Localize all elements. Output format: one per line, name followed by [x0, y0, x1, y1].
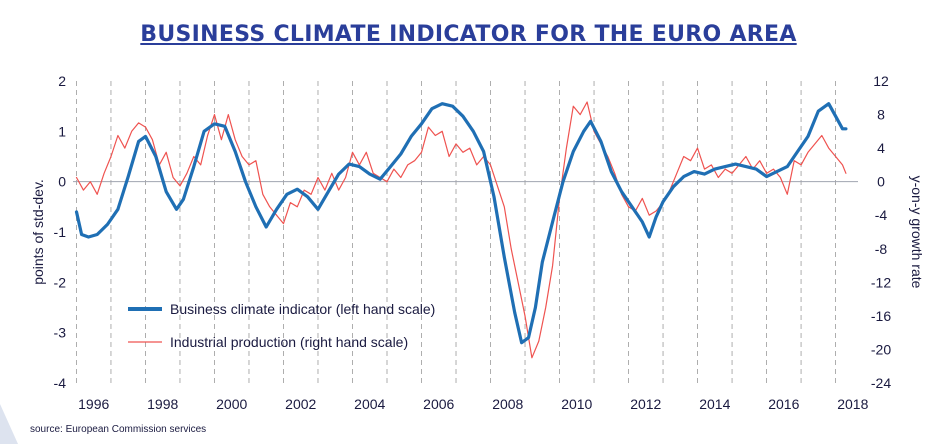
x-tick-2016: 2016	[768, 396, 799, 412]
y-axis-label-right: y-on-y growth rate	[909, 176, 925, 289]
y-tick-left--3: -3	[54, 325, 67, 341]
y-tick-right-12: 12	[873, 73, 889, 89]
x-tick-2014: 2014	[699, 396, 730, 412]
y-tick-right--24: -24	[871, 375, 891, 391]
y-axis-label-left: points of std-dev.	[30, 179, 46, 285]
x-tick-2002: 2002	[285, 396, 316, 412]
y-tick-right--16: -16	[871, 308, 891, 324]
y-tick-right-4: 4	[877, 140, 885, 156]
x-tick-2004: 2004	[354, 396, 385, 412]
corner-decoration	[0, 404, 18, 444]
x-tick-2006: 2006	[423, 396, 454, 412]
x-tick-2010: 2010	[561, 396, 592, 412]
series-line-industrial-production	[75, 101, 847, 359]
x-tick-2000: 2000	[216, 396, 247, 412]
chart-title: BUSINESS CLIMATE INDICATOR FOR THE EURO …	[140, 22, 797, 47]
y-tick-right--12: -12	[871, 274, 891, 290]
x-tick-2008: 2008	[492, 396, 523, 412]
y-tick-right--8: -8	[875, 241, 888, 257]
series-line-business-climate	[74, 102, 848, 345]
y-tick-right-8: 8	[877, 107, 885, 123]
y-tick-right--20: -20	[871, 341, 891, 357]
x-tick-2018: 2018	[837, 396, 868, 412]
x-tick-1996: 1996	[78, 396, 109, 412]
x-tick-1998: 1998	[147, 396, 178, 412]
y-tick-right-0: 0	[877, 174, 885, 190]
legend-label-bci: Business climate indicator (left hand sc…	[170, 301, 435, 317]
y-tick-left-2: 2	[58, 73, 66, 89]
y-tick-left-0: 0	[58, 174, 66, 190]
y-tick-left--4: -4	[54, 375, 67, 391]
x-tick-2012: 2012	[630, 396, 661, 412]
legend-label-ip: Industrial production (right hand scale)	[170, 334, 408, 350]
y-tick-left--2: -2	[54, 274, 67, 290]
y-tick-left--1: -1	[54, 224, 67, 240]
y-tick-right--4: -4	[875, 207, 888, 223]
y-tick-left-1: 1	[58, 123, 66, 139]
source-note: source: European Commission services	[30, 424, 207, 435]
